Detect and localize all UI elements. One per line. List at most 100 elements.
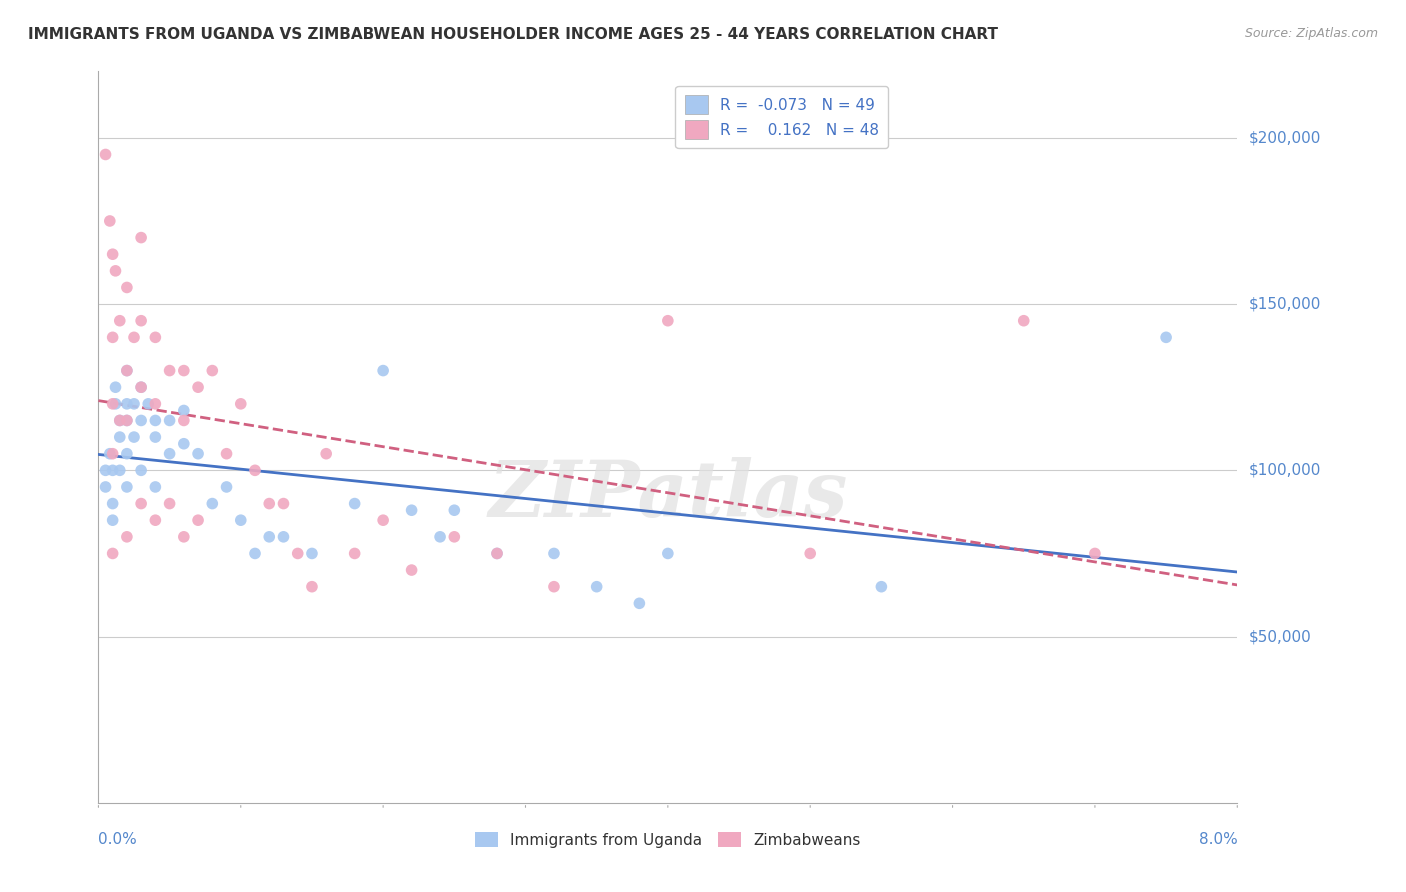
Point — [259, 497, 281, 511]
Point — [101, 397, 124, 411]
Text: $150,000: $150,000 — [1249, 297, 1320, 311]
Point — [108, 413, 131, 427]
Point — [657, 546, 679, 560]
Point — [173, 403, 195, 417]
Point — [94, 147, 117, 161]
Point — [243, 463, 266, 477]
Point — [115, 413, 138, 427]
Point — [301, 546, 323, 560]
Point — [136, 397, 159, 411]
Point — [115, 397, 138, 411]
Legend: Immigrants from Uganda, Zimbabweans: Immigrants from Uganda, Zimbabweans — [470, 825, 866, 854]
Point — [94, 480, 117, 494]
Point — [187, 513, 209, 527]
Point — [98, 447, 121, 461]
Point — [287, 546, 309, 560]
Point — [159, 413, 181, 427]
Point — [401, 563, 423, 577]
Point — [98, 214, 121, 228]
Point — [101, 513, 124, 527]
Point — [1084, 546, 1107, 560]
Point — [101, 463, 124, 477]
Point — [108, 314, 131, 328]
Text: 8.0%: 8.0% — [1198, 832, 1237, 847]
Point — [108, 430, 131, 444]
Point — [145, 513, 167, 527]
Point — [101, 497, 124, 511]
Point — [243, 546, 266, 560]
Point — [94, 463, 117, 477]
Point — [443, 530, 465, 544]
Point — [371, 513, 394, 527]
Point — [870, 580, 893, 594]
Text: $50,000: $50,000 — [1249, 629, 1312, 644]
Point — [145, 413, 167, 427]
Point — [115, 447, 138, 461]
Point — [215, 447, 238, 461]
Point — [129, 380, 152, 394]
Point — [543, 580, 565, 594]
Point — [115, 363, 138, 377]
Text: IMMIGRANTS FROM UGANDA VS ZIMBABWEAN HOUSEHOLDER INCOME AGES 25 - 44 YEARS CORRE: IMMIGRANTS FROM UGANDA VS ZIMBABWEAN HOU… — [28, 27, 998, 42]
Point — [159, 497, 181, 511]
Point — [101, 247, 124, 261]
Point — [301, 580, 323, 594]
Point — [173, 436, 195, 450]
Text: 0.0%: 0.0% — [98, 832, 138, 847]
Point — [145, 480, 167, 494]
Point — [104, 380, 127, 394]
Point — [145, 430, 167, 444]
Text: $200,000: $200,000 — [1249, 130, 1320, 145]
Point — [273, 497, 295, 511]
Point — [108, 463, 131, 477]
Point — [122, 397, 145, 411]
Point — [1154, 330, 1177, 344]
Point — [115, 530, 138, 544]
Point — [173, 363, 195, 377]
Point — [159, 363, 181, 377]
Point — [343, 497, 366, 511]
Point — [585, 580, 607, 594]
Point — [371, 363, 394, 377]
Point — [129, 314, 152, 328]
Point — [122, 330, 145, 344]
Point — [443, 503, 465, 517]
Point — [229, 397, 252, 411]
Point — [187, 447, 209, 461]
Text: ZIPatlas: ZIPatlas — [488, 458, 848, 533]
Text: Source: ZipAtlas.com: Source: ZipAtlas.com — [1244, 27, 1378, 40]
Point — [115, 413, 138, 427]
Point — [543, 546, 565, 560]
Point — [628, 596, 651, 610]
Point — [129, 380, 152, 394]
Point — [259, 530, 281, 544]
Point — [129, 463, 152, 477]
Point — [343, 546, 366, 560]
Point — [486, 546, 509, 560]
Point — [273, 530, 295, 544]
Point — [201, 497, 224, 511]
Point — [201, 363, 224, 377]
Point — [115, 280, 138, 294]
Point — [145, 397, 167, 411]
Point — [315, 447, 337, 461]
Point — [101, 330, 124, 344]
Point — [229, 513, 252, 527]
Text: $100,000: $100,000 — [1249, 463, 1320, 478]
Point — [173, 413, 195, 427]
Point — [108, 413, 131, 427]
Point — [1012, 314, 1035, 328]
Point — [215, 480, 238, 494]
Point — [129, 413, 152, 427]
Point — [104, 397, 127, 411]
Point — [115, 480, 138, 494]
Point — [187, 380, 209, 394]
Point — [122, 430, 145, 444]
Point — [173, 530, 195, 544]
Point — [159, 447, 181, 461]
Point — [429, 530, 451, 544]
Point — [104, 264, 127, 278]
Point — [129, 230, 152, 244]
Point — [657, 314, 679, 328]
Point — [486, 546, 509, 560]
